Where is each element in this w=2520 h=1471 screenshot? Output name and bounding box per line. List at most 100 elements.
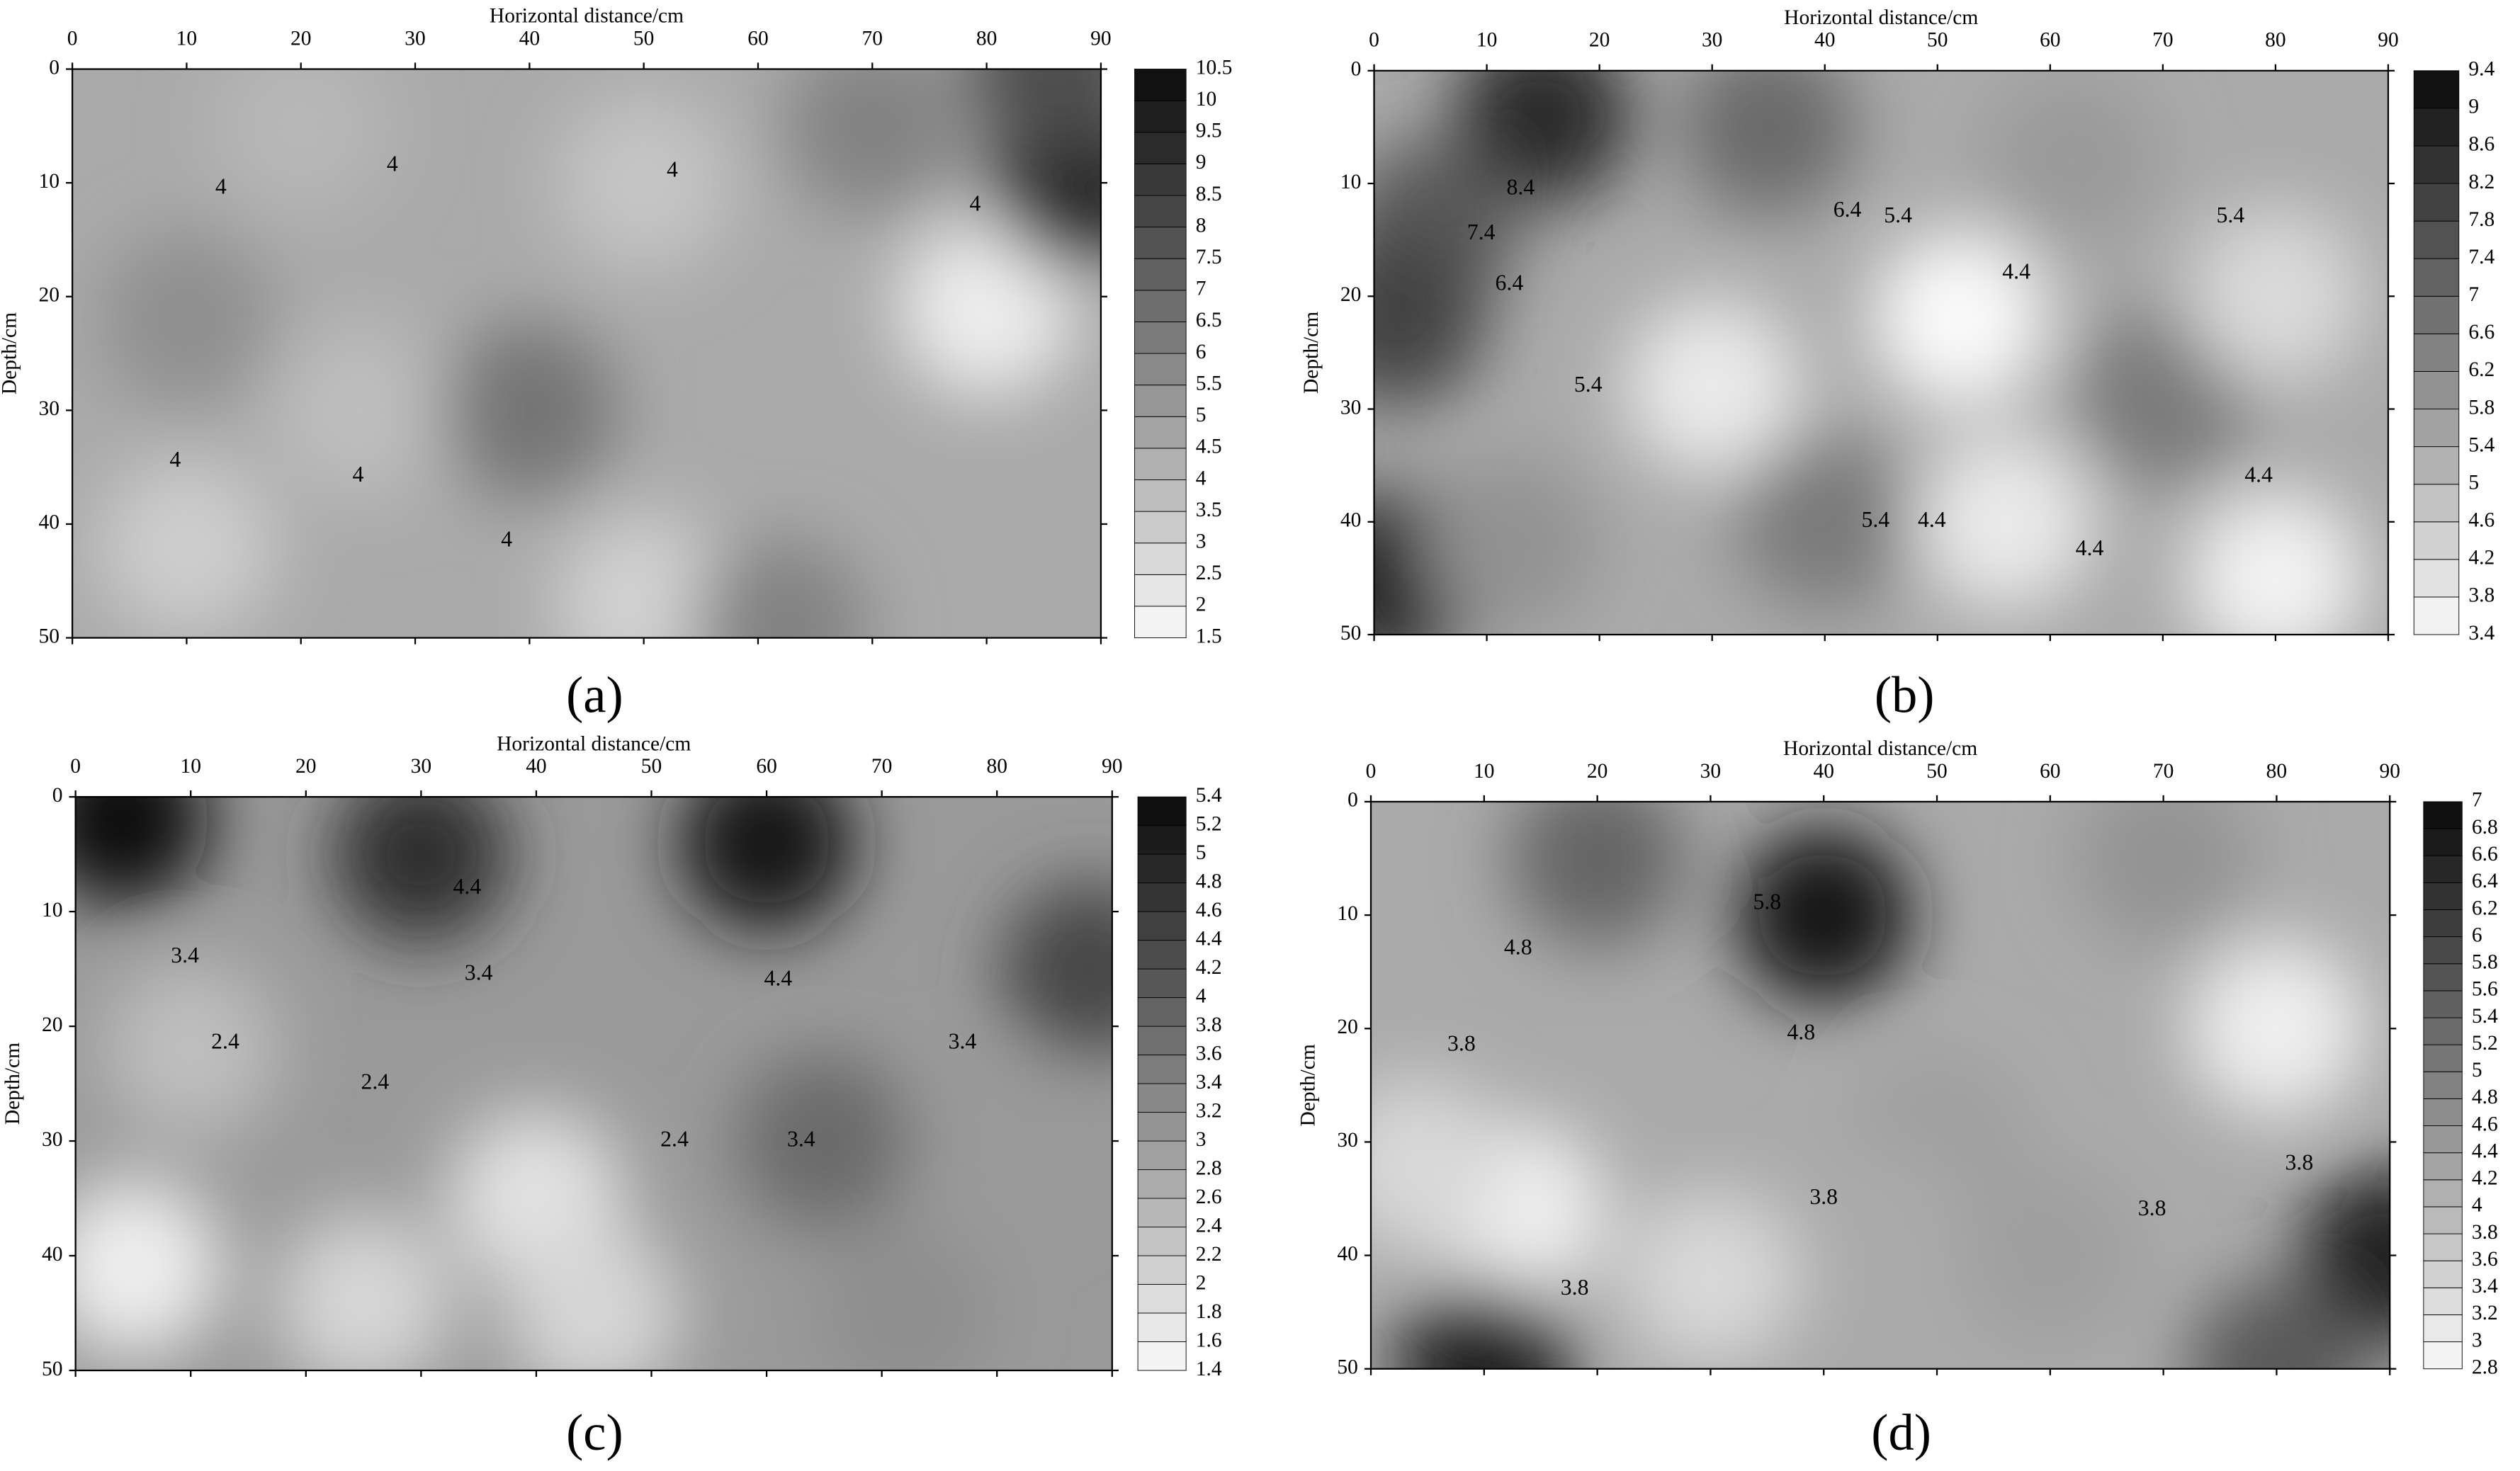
colorbar-band (2413, 70, 2460, 109)
colorbar-band (1134, 132, 1187, 164)
colorbar-label: 3 (2472, 1329, 2482, 1351)
x-axis-title: Horizontal distance/cm (490, 5, 684, 28)
colorbar-label: 6.5 (1196, 309, 1222, 331)
colorbar-label: 4 (1196, 984, 1207, 1007)
colorbar-band (1137, 882, 1187, 912)
colorbar-band (2413, 596, 2460, 635)
x-tick-label: 70 (871, 755, 892, 778)
colorbar-label: 9.4 (2468, 58, 2494, 81)
y-tick-label: 50 (1340, 622, 1361, 644)
x-tick-label: 90 (1102, 755, 1122, 778)
field-peak (1454, 70, 1632, 205)
colorbar-label: 3.4 (2468, 622, 2494, 644)
colorbar-band (1137, 997, 1187, 1027)
colorbar-band (2423, 1260, 2463, 1288)
contour-label: 4 (169, 447, 181, 472)
colorbar-label: 4.4 (2472, 1140, 2498, 1162)
colorbar-band (2413, 295, 2460, 334)
colorbar-label: 2.4 (1196, 1214, 1222, 1237)
plot-frame (1369, 800, 2391, 1370)
panel-label: (d) (1871, 1404, 1931, 1461)
colorbar-label: 5.6 (2472, 978, 2498, 1001)
contour-label: 3.4 (949, 1029, 977, 1054)
colorbar-label: 6.6 (2472, 843, 2498, 865)
panel-label: (b) (1875, 666, 1935, 724)
colorbar-label: 3.8 (1196, 1013, 1222, 1036)
colorbar-band (1134, 511, 1187, 544)
colorbar-band (1134, 606, 1187, 639)
colorbar-band (1137, 911, 1187, 941)
field-peak (269, 322, 447, 499)
colorbar-label: 3.6 (1196, 1042, 1222, 1064)
contour-label: 7.4 (1467, 220, 1496, 244)
x-tick-label: 40 (1813, 760, 1834, 783)
field-peak (1371, 1076, 1505, 1254)
contour-label: 3.8 (2138, 1195, 2166, 1220)
x-tick-label: 20 (1587, 760, 1608, 783)
colorbar-band (1134, 448, 1187, 480)
x-tick-label: 50 (641, 755, 662, 778)
colorbar-band (2423, 1098, 2463, 1126)
colorbar-label: 8.5 (1196, 183, 1222, 205)
contour-label: 4.8 (1504, 934, 1532, 959)
x-tick-label: 80 (2266, 760, 2287, 783)
contour-label: 4.4 (2244, 462, 2273, 487)
colorbar-band (2423, 936, 2463, 965)
x-axis-title: Horizontal distance/cm (1783, 737, 1977, 760)
colorbar-band (2423, 882, 2463, 910)
colorbar-label: 6.4 (2472, 870, 2498, 892)
colorbar-label: 3.5 (1196, 499, 1222, 521)
colorbar-band (2413, 409, 2460, 448)
field-peak (2074, 309, 2251, 487)
y-tick-label: 30 (1337, 1129, 1357, 1152)
colorbar-label: 5.8 (2472, 951, 2498, 974)
field-peak (98, 231, 276, 408)
colorbar-label: 4.6 (1196, 899, 1222, 921)
contour-label: 2.4 (211, 1029, 239, 1054)
colorbar-label: 4.6 (2472, 1113, 2498, 1135)
colorbar-band (2413, 521, 2460, 560)
y-tick-label: 20 (1337, 1016, 1357, 1038)
colorbar-band (2413, 333, 2460, 372)
x-tick-label: 70 (862, 27, 883, 50)
colorbar-band (2423, 1071, 2463, 1099)
y-axis-title: Depth/cm (1, 1043, 24, 1125)
colorbar-band (2413, 371, 2460, 410)
colorbar-label: 3.2 (2472, 1302, 2498, 1324)
colorbar-band (1134, 227, 1187, 259)
field-peak (332, 797, 510, 943)
colorbar-band (2413, 258, 2460, 297)
colorbar-label: 1.4 (1196, 1358, 1222, 1380)
colorbar-band (2413, 220, 2460, 259)
contour-label: 4 (667, 157, 678, 181)
field-peak (1508, 801, 1686, 947)
colorbar-label: 5.4 (2468, 433, 2494, 456)
colorbar-band (2423, 801, 2463, 829)
colorbar-band (2413, 484, 2460, 523)
field-peak (2188, 1280, 2366, 1369)
colorbar-band (1137, 853, 1187, 884)
colorbar-band (2423, 1233, 2463, 1261)
field-peak (75, 797, 210, 909)
field-peak (275, 1213, 452, 1370)
x-tick-label: 80 (976, 27, 997, 50)
field-peak (1000, 880, 1112, 1057)
y-tick-label: 20 (1340, 283, 1361, 306)
x-tick-label: 0 (67, 27, 78, 50)
colorbar-label: 1.6 (1196, 1329, 1222, 1351)
contour-label: 6.4 (1496, 271, 1524, 295)
x-tick-label: 60 (747, 27, 768, 50)
x-tick-label: 80 (986, 755, 1007, 778)
x-tick-label: 30 (1702, 29, 1722, 52)
x-tick-label: 20 (1589, 29, 1610, 52)
x-tick-label: 20 (295, 755, 316, 778)
field-peak (213, 69, 390, 215)
colorbar-label: 2 (1196, 593, 1207, 616)
colorbar-band (1137, 1312, 1187, 1342)
contour-label: 3.8 (1809, 1184, 1838, 1209)
y-axis-title: Depth/cm (0, 312, 21, 394)
field-peak (1962, 1166, 2139, 1344)
colorbar-label: 5 (2468, 471, 2479, 494)
field-peak (2187, 208, 2364, 385)
